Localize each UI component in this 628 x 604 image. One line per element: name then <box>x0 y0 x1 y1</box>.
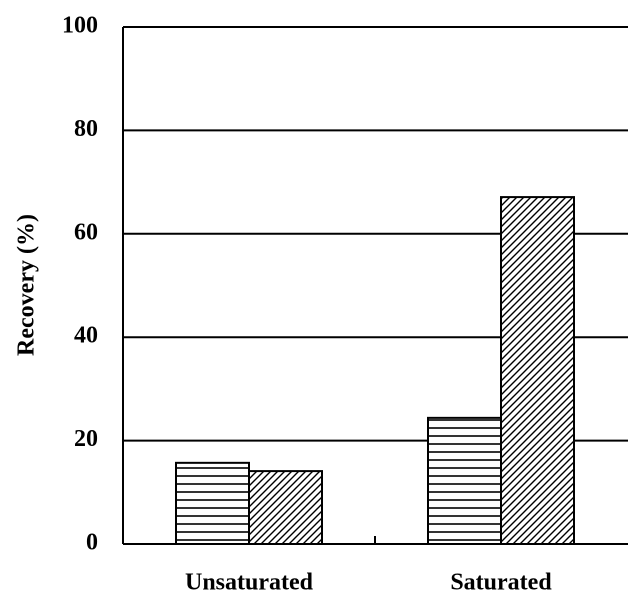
x-tick-label: Unsaturated <box>185 570 314 596</box>
y-axis-label: Recovery (%) <box>14 214 40 356</box>
y-tick-label: 60 <box>74 219 98 245</box>
x-tick-label: Saturated <box>450 570 552 596</box>
y-tick-label: 80 <box>74 116 98 142</box>
bar <box>175 461 250 545</box>
y-tick-label: 100 <box>62 13 98 39</box>
bar <box>248 470 323 545</box>
bar <box>500 196 575 546</box>
y-tick-label: 20 <box>74 426 98 452</box>
y-tick-label: 0 <box>86 530 98 556</box>
y-tick-label: 40 <box>74 323 98 349</box>
bar <box>427 416 502 545</box>
